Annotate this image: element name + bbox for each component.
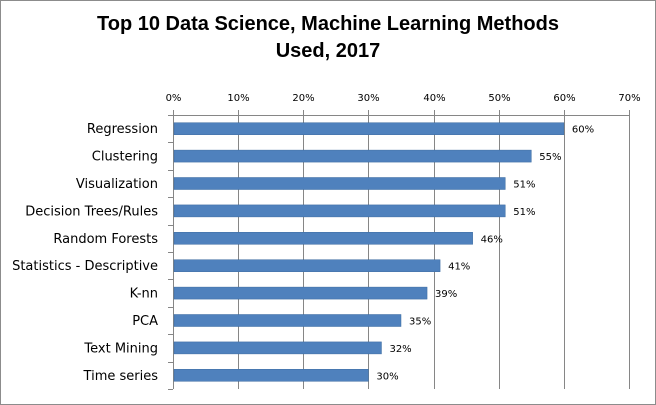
- category-label: PCA: [132, 314, 158, 329]
- data-label: 46%: [481, 234, 503, 245]
- bar: [173, 122, 565, 135]
- x-tick-label: 60%: [553, 93, 575, 104]
- category-label: Regression: [87, 122, 158, 137]
- data-label: 35%: [409, 317, 431, 328]
- data-label: 41%: [448, 262, 470, 273]
- chart-title: Top 10 Data Science, Machine Learning Me…: [1, 11, 655, 65]
- chart-title-line-1: Top 10 Data Science, Machine Learning Me…: [97, 13, 559, 35]
- data-label: 30%: [376, 371, 398, 382]
- bar: [173, 204, 506, 218]
- category-label: Text Mining: [83, 341, 158, 356]
- category-label: Clustering: [92, 150, 158, 165]
- x-tick-label: 40%: [423, 93, 445, 104]
- data-label: 55%: [539, 152, 561, 163]
- bar: [173, 232, 473, 245]
- bar: [173, 286, 428, 300]
- chart-title-line-2: Used, 2017: [275, 40, 381, 62]
- data-label: 51%: [513, 207, 535, 218]
- category-label: Time series: [83, 369, 159, 384]
- data-label: 32%: [389, 344, 411, 355]
- data-label: 60%: [572, 125, 594, 136]
- x-tick-label: 20%: [292, 93, 314, 104]
- data-label: 39%: [435, 289, 457, 300]
- category-label: Decision Trees/Rules: [25, 204, 158, 219]
- x-tick-label: 30%: [357, 93, 379, 104]
- x-tick-label: 10%: [227, 93, 249, 104]
- x-tick-label: 0%: [166, 93, 182, 104]
- bar: [173, 259, 441, 272]
- category-label: K-nn: [130, 287, 158, 302]
- bar: [173, 341, 382, 355]
- bar: [173, 314, 402, 327]
- data-label: 51%: [513, 180, 535, 191]
- category-label: Visualization: [76, 177, 158, 192]
- x-tick-label: 70%: [618, 93, 640, 104]
- bar: [173, 149, 532, 163]
- category-label: Statistics - Descriptive: [12, 259, 158, 274]
- x-tick-label: 50%: [488, 93, 510, 104]
- bar: [173, 369, 369, 382]
- category-label: Random Forests: [53, 232, 158, 247]
- bar: [173, 177, 506, 190]
